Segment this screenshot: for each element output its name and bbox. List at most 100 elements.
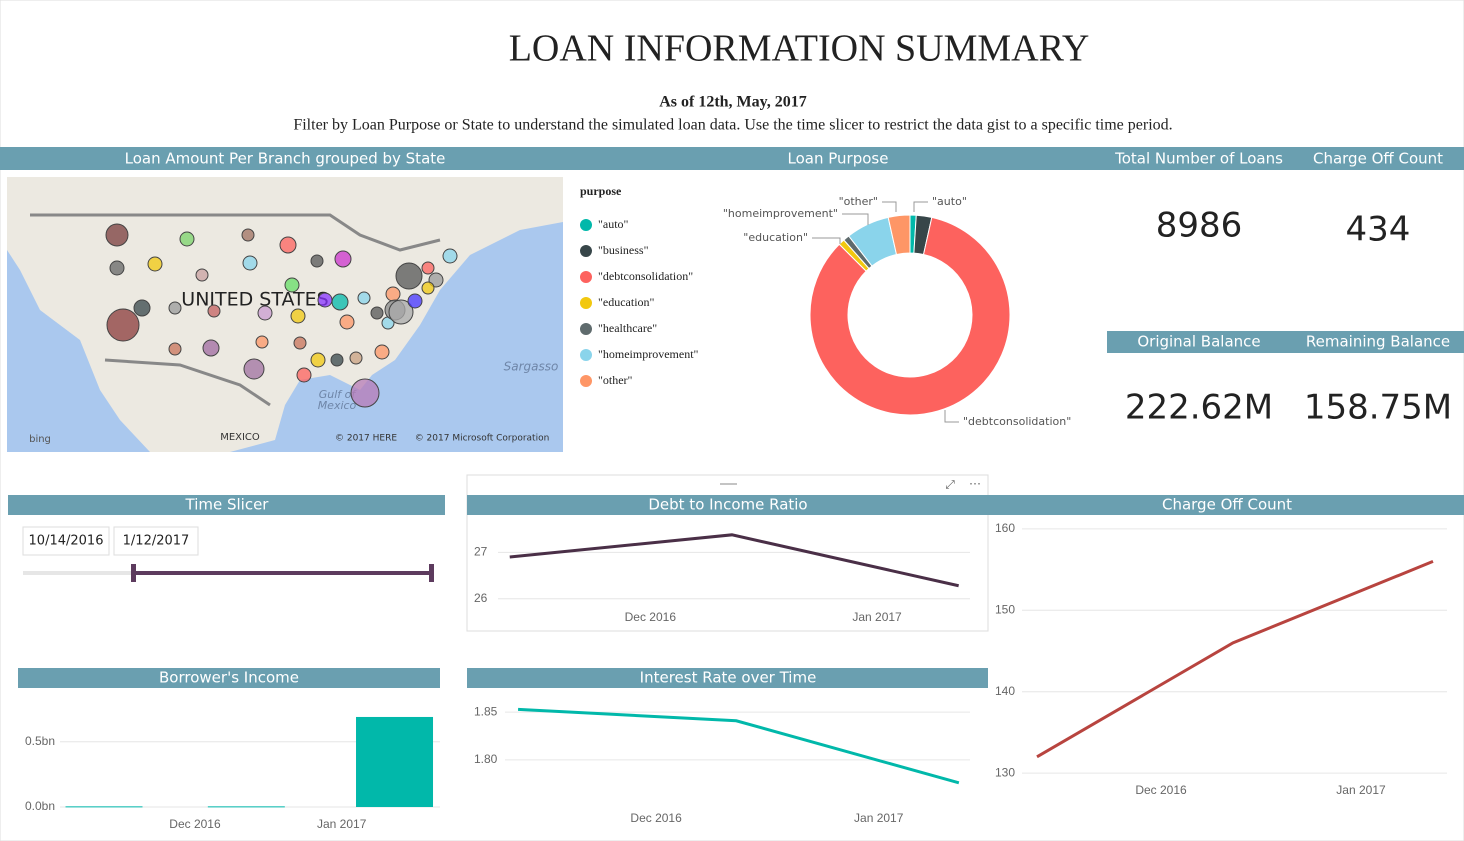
kpi-title: Remaining Balance [1306, 333, 1450, 351]
map-bubble [241, 228, 255, 242]
map-label: Sargasso [504, 360, 559, 374]
kpi-value: 8986 [1156, 206, 1243, 246]
legend-label: "debtconsolidation" [598, 269, 693, 283]
header-bar [8, 495, 445, 515]
map-bubble [385, 286, 401, 302]
leader-line [882, 201, 897, 212]
map-bubble [147, 256, 163, 272]
map: UNITED STATES Sargasso Gulf of Mexico ME… [7, 177, 563, 452]
page-subtitle: Filter by Loan Purpose or State to under… [293, 117, 1172, 134]
x-tick-label: Dec 2016 [1135, 783, 1187, 797]
map-label: UNITED STATES [181, 289, 328, 311]
donut-slice [887, 214, 911, 256]
map-bubble [105, 223, 129, 247]
donut-slice [809, 216, 1011, 416]
y-tick-label: 150 [995, 602, 1015, 616]
kpi-value: 434 [1346, 210, 1411, 250]
map-bubble [284, 277, 300, 293]
x-tick-label: Jan 2017 [852, 610, 902, 624]
map-bubble [207, 304, 221, 318]
map-bubble [339, 314, 355, 330]
map-bubble [442, 248, 458, 264]
legend-marker [580, 245, 592, 257]
map-bubble [350, 378, 380, 408]
chart-title: Debt to Income Ratio [648, 496, 807, 514]
leader-line [944, 410, 959, 423]
slider-handle[interactable] [429, 564, 434, 582]
y-tick-label: 1.85 [474, 704, 498, 718]
kpi-title: Charge Off Count [1313, 150, 1443, 168]
slider-handle[interactable] [131, 564, 136, 582]
kpi-value: 158.75M [1304, 388, 1452, 428]
x-tick-label: Dec 2016 [630, 811, 682, 825]
leader-line [913, 201, 928, 212]
map-land [7, 177, 563, 452]
map-bubble [331, 293, 349, 311]
y-tick-label: 140 [995, 684, 1015, 698]
y-tick-label: 160 [995, 521, 1015, 535]
map-bubble [293, 336, 307, 350]
map-border [30, 213, 441, 252]
focus-icon[interactable]: ⤢ [944, 478, 955, 492]
map-bubble [290, 308, 306, 324]
header-bar [467, 495, 1464, 515]
map-bubble [109, 260, 125, 276]
map-bubble [257, 305, 273, 321]
map-bubble [179, 231, 195, 247]
data-label: "auto" [932, 195, 967, 208]
map-bubble [330, 353, 344, 367]
legend-marker [580, 297, 592, 309]
map-label: Mexico [318, 399, 357, 412]
date-box[interactable] [22, 526, 110, 556]
legend-label: "homeimprovement" [598, 347, 699, 361]
x-tick-label: Dec 2016 [625, 610, 677, 624]
map-bubble [243, 358, 265, 380]
map-bubble [310, 254, 324, 268]
page-title: LOAN INFORMATION SUMMARY [509, 28, 1090, 70]
map-bubble [168, 301, 182, 315]
map-bubble [255, 335, 269, 349]
data-label: "other" [839, 195, 878, 208]
map-label: Gulf of [319, 388, 358, 401]
date-box[interactable] [113, 526, 199, 556]
map-label: bing [29, 434, 51, 445]
legend-label: "healthcare" [598, 321, 657, 335]
map-border [104, 358, 271, 407]
map-title: Loan Amount Per Branch grouped by State [125, 150, 446, 168]
map-bubble [310, 352, 326, 368]
y-tick-label: 0.0bn [25, 799, 55, 813]
header-bar [18, 668, 440, 688]
kpi-value: 222.62M [1125, 388, 1273, 428]
map-bubble [133, 299, 151, 317]
start-date[interactable]: 10/14/2016 [29, 534, 104, 549]
slicer-title: Time Slicer [185, 496, 270, 514]
legend-marker [580, 323, 592, 335]
x-tick-label: Jan 2017 [854, 811, 904, 825]
end-date[interactable]: 1/12/2017 [123, 534, 190, 549]
x-tick-label: Jan 2017 [317, 817, 367, 831]
leader-line [812, 237, 841, 244]
legend-label: "business" [598, 243, 649, 257]
data-label: "debtconsolidation" [963, 415, 1071, 428]
header-bar [0, 147, 1464, 170]
map-bubble [202, 339, 220, 357]
chart-title: Interest Rate over Time [640, 669, 817, 687]
legend-label: "auto" [598, 217, 629, 231]
page-date: As of 12th, May, 2017 [659, 94, 807, 111]
map-bubble [407, 293, 423, 309]
map-bubble [279, 236, 297, 254]
map-bubble [195, 268, 209, 282]
more-icon[interactable]: ⋯ [969, 477, 981, 491]
y-tick-label: 27 [474, 545, 488, 559]
legend-marker [580, 349, 592, 361]
legend-marker [580, 219, 592, 231]
legend-label: "other" [598, 373, 633, 387]
map-bubble [317, 292, 333, 308]
kpi-title: Original Balance [1137, 333, 1260, 351]
kpi-title: Total Number of Loans [1114, 150, 1283, 168]
x-tick-label: Jan 2017 [1336, 783, 1386, 797]
map-bubble [374, 344, 390, 360]
bar [356, 716, 434, 807]
map-label: © 2017 Microsoft Corporation [415, 434, 550, 444]
